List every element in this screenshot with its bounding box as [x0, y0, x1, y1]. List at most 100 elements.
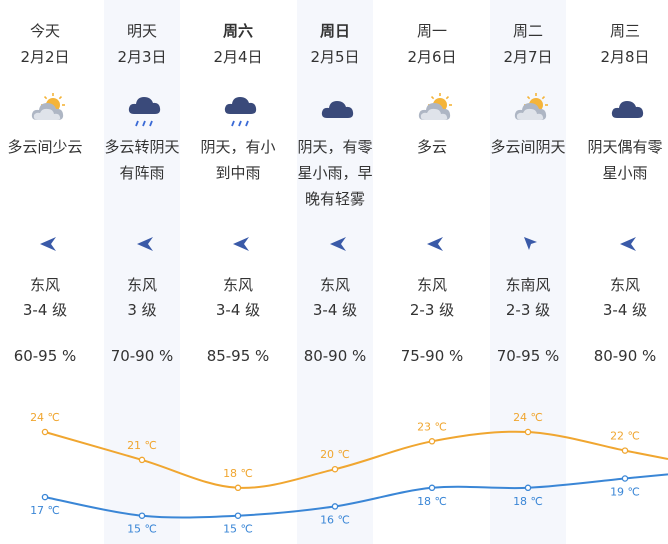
cloud-icon	[609, 90, 647, 128]
day-label: 周日	[319, 22, 350, 40]
arrow-left-icon	[424, 233, 446, 255]
arrow-left-icon	[230, 233, 252, 255]
low-temp-point	[331, 503, 339, 510]
wind-level: 3-4 级	[602, 301, 648, 319]
humidity-range: 70-90 %	[110, 347, 174, 365]
low-temp-point	[621, 475, 629, 482]
humidity-range: 60-95 %	[13, 347, 77, 365]
high-temp-label: 22 ℃	[610, 430, 640, 443]
low-temp-point	[234, 512, 242, 519]
weather-description: 阴天偶有零 星小雨	[577, 134, 668, 186]
date-label: 2月2日	[20, 48, 70, 66]
day-label: 周三	[609, 22, 640, 40]
low-temp-label: 15 ℃	[223, 523, 253, 536]
high-temp-point	[234, 484, 242, 492]
wind-direction: 东风	[222, 276, 253, 294]
wind-level: 3 级	[127, 301, 157, 319]
high-temp-label: 23 ℃	[417, 420, 447, 433]
date-label: 2月5日	[310, 48, 360, 66]
weather-description: 多云转阴天 有阵雨	[94, 134, 190, 186]
wind-direction: 东风	[126, 276, 157, 294]
humidity-range: 70-95 %	[496, 347, 560, 365]
high-temp-label: 24 ℃	[513, 411, 543, 424]
cloud-icon	[319, 90, 357, 128]
partly-cloudy-icon	[29, 90, 67, 128]
forecast-day-column: 周二 2月7日多云间阴天东南风 2-3 级 70-95 %	[490, 0, 566, 544]
low-temp-label: 18 ℃	[513, 495, 543, 508]
high-temp-label: 20 ℃	[320, 448, 350, 461]
high-temp-point	[138, 456, 146, 464]
description-line: 多云间阴天	[490, 138, 566, 156]
high-temp-point	[524, 428, 532, 436]
day-label: 周二	[512, 22, 543, 40]
rain-cloud-icon	[222, 90, 260, 128]
weather-description: 多云间少云	[0, 134, 93, 160]
description-line: 多云转阴天	[104, 138, 180, 156]
arrow-left-icon	[134, 233, 156, 255]
date-label: 2月3日	[117, 48, 167, 66]
forecast-day-column: 今天 2月2日多云间少云东风 3-4 级 60-95 %	[7, 0, 83, 544]
low-temp-label: 16 ℃	[320, 513, 350, 526]
wind-level: 2-3 级	[409, 301, 455, 319]
high-temp-point	[428, 438, 436, 445]
date-label: 2月7日	[503, 48, 553, 66]
forecast-day-column: 周一 2月6日多云东风 2-3 级 75-90 %	[394, 0, 470, 544]
wind-direction: 东风	[29, 276, 60, 294]
weather-description: 阴天，有小到中雨	[190, 134, 286, 186]
high-temp-label: 21 ℃	[127, 439, 157, 452]
high-temp-label: 18 ℃	[223, 467, 253, 480]
description-line: 有阵雨	[119, 164, 165, 182]
description-line: 到中雨	[215, 164, 261, 182]
humidity-range: 75-90 %	[400, 347, 464, 365]
day-label: 周一	[416, 22, 447, 40]
wind-direction: 东风	[609, 276, 640, 294]
low-temp-point	[428, 484, 436, 492]
wind-direction: 东风	[416, 276, 447, 294]
weather-description: 多云间阴天	[480, 134, 576, 160]
wind-direction: 东南风	[505, 276, 551, 294]
description-line: 星小雨	[602, 164, 648, 182]
arrow-left-icon	[327, 233, 349, 255]
date-label: 2月8日	[600, 48, 650, 66]
day-label: 今天	[29, 22, 60, 40]
high-temp-point	[621, 447, 629, 454]
description-line: 阴天，有小	[200, 138, 276, 156]
wind-direction: 东风	[319, 276, 350, 294]
description-line: 多云	[416, 138, 447, 156]
low-temp-line	[44, 473, 668, 519]
date-label: 2月4日	[213, 48, 263, 66]
humidity-range: 85-95 %	[206, 347, 270, 365]
low-temp-label: 18 ℃	[417, 495, 447, 508]
wind-level: 3-4 级	[312, 301, 358, 319]
forecast-day-column: 周日 2月5日 阴天，有零 星小雨，早 晚有轻雾 东风 3-4 级 80-90 %	[297, 0, 373, 544]
arrow-left-icon	[37, 233, 59, 255]
low-temp-point	[138, 512, 146, 519]
low-temp-label: 19 ℃	[610, 486, 640, 499]
description-line: 晚有轻雾	[304, 190, 365, 208]
wind-level: 3-4 级	[215, 301, 261, 319]
date-label: 2月6日	[407, 48, 457, 66]
low-temp-label: 17 ℃	[30, 504, 60, 517]
arrow-left-icon	[617, 233, 639, 255]
low-temp-point	[41, 493, 49, 501]
forecast-day-column: 周三 2月8日 阴天偶有零 星小雨 东风 3-4 级 80-90 %	[587, 0, 663, 544]
high-temp-label: 24 ℃	[30, 411, 60, 424]
description-line: 多云间少云	[7, 138, 83, 156]
day-label: 周六	[222, 22, 253, 40]
low-temp-label: 15 ℃	[127, 523, 157, 536]
arrow-upleft-icon	[520, 233, 542, 255]
humidity-range: 80-90 %	[303, 347, 367, 365]
high-temp-point	[41, 428, 49, 436]
description-line: 阴天，有零	[297, 138, 373, 156]
partly-cloudy-icon	[416, 90, 454, 128]
wind-level: 2-3 级	[505, 301, 551, 319]
humidity-range: 80-90 %	[593, 347, 657, 365]
forecast-day-column: 周六 2月4日阴天，有小到中雨东风 3-4 级 85-95 %	[200, 0, 276, 544]
high-temp-point	[331, 465, 339, 473]
day-label: 明天	[126, 22, 157, 40]
low-temp-point	[524, 484, 532, 492]
wind-level: 3-4 级	[22, 301, 68, 319]
weather-description: 阴天，有零 星小雨，早 晚有轻雾	[287, 134, 383, 212]
